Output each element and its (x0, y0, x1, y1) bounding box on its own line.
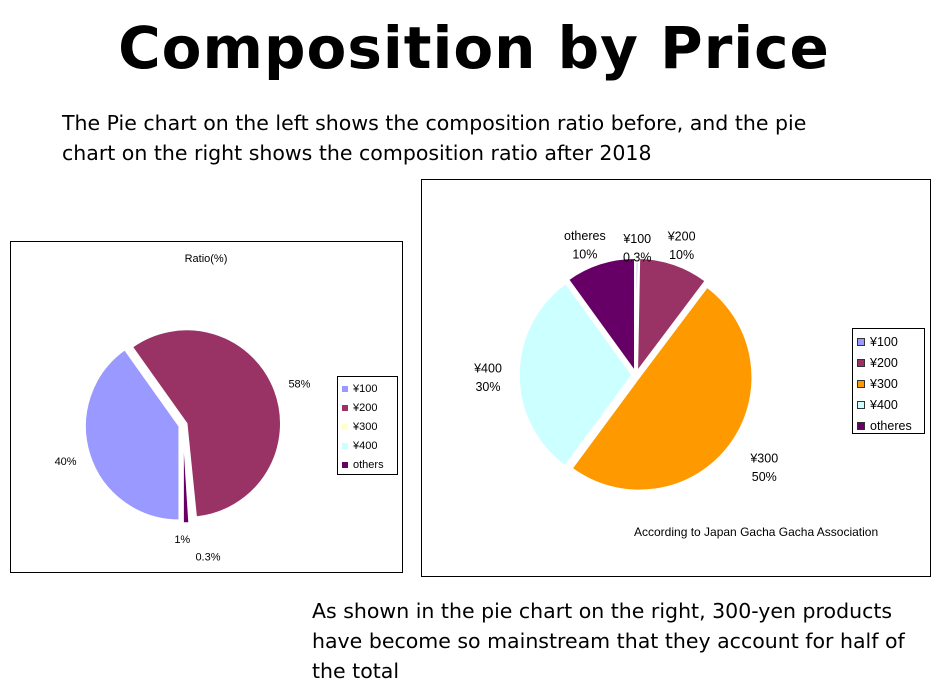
data-label-otheres: otheres 10% (564, 229, 606, 262)
data-label-200: ¥200 10% (667, 230, 696, 263)
intro-text: The Pie chart on the left shows the comp… (62, 111, 807, 165)
legend-label: ¥200 (353, 401, 378, 414)
legend-item-400: ¥400 (342, 436, 393, 455)
legend-label: ¥300 (870, 376, 898, 391)
legend-swatch (857, 379, 865, 388)
pie-slice-400 (518, 282, 633, 467)
legend-label: ¥100 (870, 334, 898, 349)
legend-label: ¥200 (870, 355, 898, 370)
legend-swatch (857, 337, 865, 346)
pie-chart-after: ¥100 0.3% ¥200 10% ¥300 50% ¥400 30% otheres 10% (473, 229, 778, 492)
data-label-100: 40% (55, 456, 77, 468)
data-label-400: 0.3% (195, 552, 220, 564)
legend-label: otheres (870, 418, 912, 433)
legend-item-400: ¥400 (857, 394, 920, 415)
legend-item-300: ¥300 (342, 417, 393, 436)
legend-item-100: ¥100 (342, 379, 393, 398)
chart-panel-before: Ratio(%) 40% 58% 0.3% 1% ¥100 ¥200 ¥300 ¥400 oth… (10, 241, 403, 573)
pie-slice-300 (571, 286, 754, 492)
legend-item-otheres: otheres (857, 415, 920, 436)
data-label-100: ¥100 0.3% (622, 232, 651, 265)
legend-swatch (342, 461, 348, 468)
data-label-200: 58% (288, 378, 310, 390)
pie-slice-200 (636, 257, 707, 374)
legend-label: ¥100 (353, 382, 378, 395)
legend-item-200: ¥200 (857, 352, 920, 373)
legend-swatch (342, 442, 348, 449)
pie-slice-others (182, 428, 190, 524)
legend-swatch (857, 421, 865, 430)
legend-swatch (857, 400, 865, 409)
legend-before: ¥100 ¥200 ¥300 ¥400 others (337, 376, 398, 475)
conclusion-text: As shown in the pie chart on the right, … (312, 599, 905, 683)
data-label-400: ¥400 30% (473, 361, 502, 394)
pie-chart-before: Ratio(%) 40% 58% 0.3% 1% (55, 253, 311, 564)
pie-slice-200 (131, 328, 282, 518)
page-title: Composition by Price (118, 14, 830, 82)
pie-slice-otheres (567, 257, 636, 374)
chart-title: Ratio(%) (185, 253, 228, 265)
legend-swatch (857, 358, 865, 367)
pie-slice-100 (84, 348, 180, 521)
chart-panel-after: ¥100 0.3% ¥200 10% ¥300 50% ¥400 30% otheres 10% … (421, 179, 931, 577)
legend-label: ¥400 (353, 439, 378, 452)
legend-swatch (342, 423, 348, 430)
legend-swatch (342, 385, 348, 392)
legend-swatch (342, 404, 348, 411)
source-note: According to Japan Gacha Gacha Associati… (634, 525, 879, 539)
legend-label: ¥400 (870, 397, 898, 412)
legend-label: ¥300 (353, 420, 378, 433)
legend-item-100: ¥100 (857, 331, 920, 352)
legend-item-200: ¥200 (342, 398, 393, 417)
pie-slice-100 (635, 261, 639, 376)
legend-item-300: ¥300 (857, 373, 920, 394)
data-label-others: 1% (174, 534, 190, 546)
legend-after: ¥100 ¥200 ¥300 ¥400 otheres (852, 328, 925, 434)
legend-item-others: others (342, 455, 393, 474)
legend-label: others (353, 458, 384, 471)
data-label-300: ¥300 50% (749, 452, 778, 485)
